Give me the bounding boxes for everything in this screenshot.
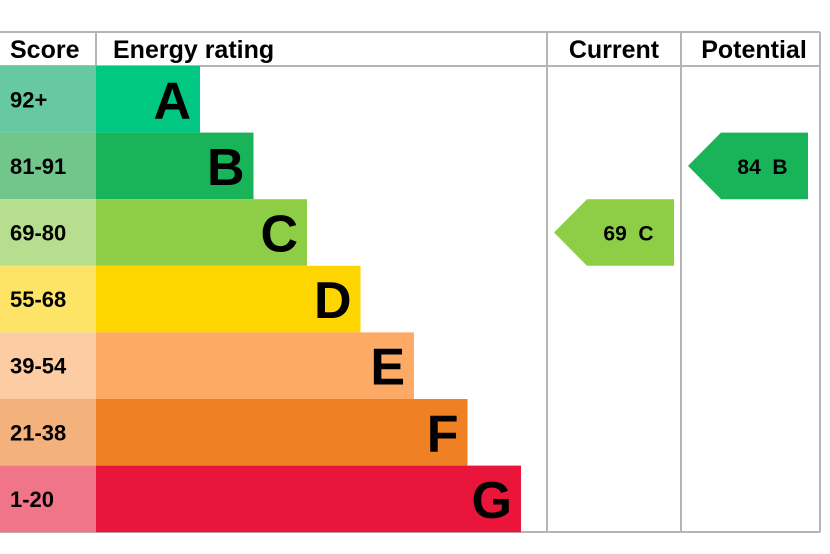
score-cell-g	[0, 465, 96, 533]
score-cell-c	[0, 199, 96, 266]
band-letter-g: G	[472, 472, 512, 530]
score-label-c: 69-80	[10, 221, 66, 246]
band-bar-c	[96, 199, 307, 266]
rating-bands: 92+ A 81-91 B 69-80 C 55-68 D 39-54 E 21-38 F 1-20 G	[0, 66, 521, 533]
score-cell-d	[0, 265, 96, 333]
potential-arrow	[688, 132, 808, 200]
header-potential: Potential	[701, 36, 807, 64]
current-rating-label: 69 C	[603, 223, 653, 246]
band-bar-b	[96, 132, 254, 200]
band-bar-g	[96, 465, 521, 533]
band-bar-f	[96, 399, 468, 466]
band-letter-f: F	[427, 405, 459, 463]
band-letter-b: B	[207, 139, 245, 197]
band-letter-e: E	[370, 339, 405, 397]
band-letter-a: A	[153, 72, 191, 130]
score-label-e: 39-54	[10, 354, 67, 379]
band-letter-d: D	[314, 272, 352, 330]
header-current: Current	[569, 36, 660, 64]
score-label-a: 92+	[10, 87, 47, 112]
header-energy-rating: Energy rating	[113, 36, 274, 64]
score-label-g: 1-20	[10, 487, 54, 512]
score-label-f: 21-38	[10, 420, 66, 445]
score-label-b: 81-91	[10, 154, 66, 179]
score-cell-e	[0, 332, 96, 399]
score-cell-b	[0, 132, 96, 200]
band-bar-d	[96, 265, 361, 333]
score-cell-a	[0, 66, 96, 133]
rating-arrows: 69 C 84 B	[554, 132, 808, 266]
band-bar-e	[96, 332, 414, 399]
header-score: Score	[10, 36, 80, 64]
band-letter-c: C	[260, 206, 298, 264]
score-cell-f	[0, 399, 96, 466]
band-bar-a	[96, 66, 200, 133]
score-label-d: 55-68	[10, 287, 66, 312]
current-arrow	[554, 199, 674, 266]
potential-rating-label: 84 B	[737, 156, 787, 179]
